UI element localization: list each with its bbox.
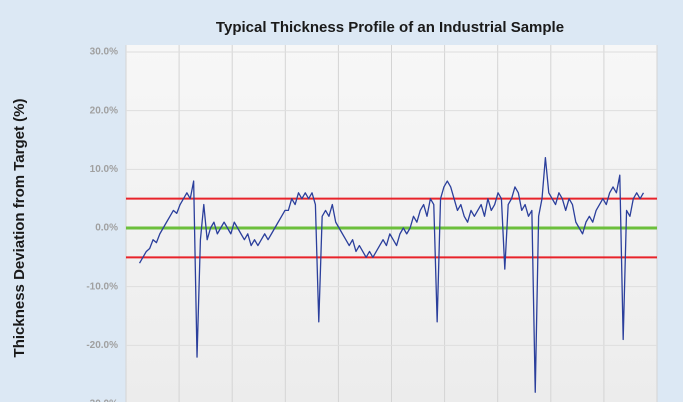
y-tick-label: -10.0% bbox=[86, 281, 118, 292]
y-tick-label: 30.0% bbox=[90, 47, 118, 58]
chart-title: Typical Thickness Profile of an Industri… bbox=[216, 19, 564, 36]
y-tick-label: 20.0% bbox=[90, 105, 118, 116]
data-line bbox=[138, 156, 645, 393]
y-axis-label: Thickness Deviation from Target (%) bbox=[11, 99, 28, 358]
y-tick-label: -30.0% bbox=[86, 399, 118, 402]
y-tick-label: 10.0% bbox=[90, 164, 118, 175]
y-tick-label: 0.0% bbox=[95, 223, 118, 234]
y-tick-label: -20.0% bbox=[86, 340, 118, 351]
